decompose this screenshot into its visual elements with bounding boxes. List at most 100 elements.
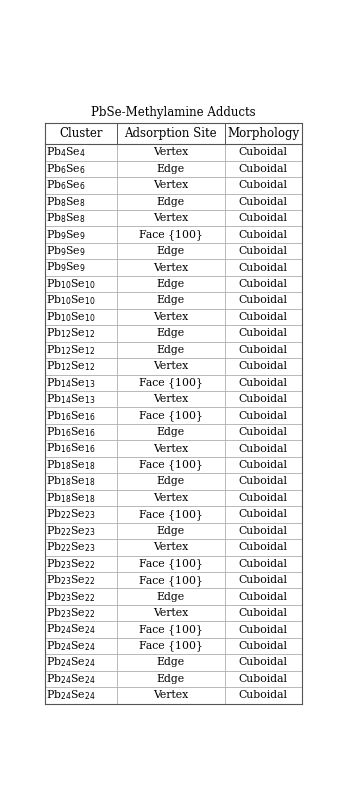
Bar bbox=[45, 160, 117, 177]
Text: Edge: Edge bbox=[156, 295, 185, 306]
Text: Pb$_{14}$Se$_{13}$: Pb$_{14}$Se$_{13}$ bbox=[46, 392, 96, 406]
Text: Cuboidal: Cuboidal bbox=[239, 476, 288, 487]
Text: Cuboidal: Cuboidal bbox=[239, 559, 288, 569]
Text: Face {100}: Face {100} bbox=[139, 575, 202, 586]
Text: Cuboidal: Cuboidal bbox=[239, 394, 288, 404]
Bar bbox=[45, 671, 117, 687]
Bar bbox=[117, 145, 224, 160]
Text: Cuboidal: Cuboidal bbox=[239, 526, 288, 536]
Text: Face {100}: Face {100} bbox=[139, 410, 202, 421]
Bar bbox=[117, 572, 224, 588]
Bar bbox=[117, 473, 224, 490]
Bar bbox=[117, 177, 224, 194]
Text: Pb$_{23}$Se$_{22}$: Pb$_{23}$Se$_{22}$ bbox=[46, 557, 95, 571]
Bar bbox=[117, 588, 224, 605]
Bar bbox=[224, 572, 301, 588]
Text: Pb$_{18}$Se$_{18}$: Pb$_{18}$Se$_{18}$ bbox=[46, 475, 96, 488]
Bar bbox=[224, 622, 301, 638]
Text: Cuboidal: Cuboidal bbox=[239, 378, 288, 387]
Bar bbox=[117, 391, 224, 407]
Bar bbox=[117, 605, 224, 622]
Bar bbox=[45, 194, 117, 210]
Bar bbox=[45, 243, 117, 260]
Text: Pb$_4$Se$_4$: Pb$_4$Se$_4$ bbox=[46, 145, 86, 160]
Bar bbox=[45, 654, 117, 671]
Bar bbox=[117, 506, 224, 522]
Text: Cuboidal: Cuboidal bbox=[239, 444, 288, 453]
Text: Cuboidal: Cuboidal bbox=[239, 345, 288, 355]
Text: Face {100}: Face {100} bbox=[139, 460, 202, 470]
Bar bbox=[117, 341, 224, 358]
Text: Vertex: Vertex bbox=[153, 263, 188, 272]
Text: Edge: Edge bbox=[156, 279, 185, 289]
Bar bbox=[224, 407, 301, 424]
Text: Pb$_{23}$Se$_{22}$: Pb$_{23}$Se$_{22}$ bbox=[46, 590, 95, 603]
Text: Vertex: Vertex bbox=[153, 542, 188, 553]
Text: Pb$_6$Se$_6$: Pb$_6$Se$_6$ bbox=[46, 162, 86, 175]
Text: Cuboidal: Cuboidal bbox=[239, 295, 288, 306]
Text: Pb$_{12}$Se$_{12}$: Pb$_{12}$Se$_{12}$ bbox=[46, 360, 95, 373]
Bar bbox=[117, 654, 224, 671]
Bar bbox=[45, 424, 117, 441]
Text: Cuboidal: Cuboidal bbox=[239, 542, 288, 553]
Text: Edge: Edge bbox=[156, 476, 185, 487]
Text: Edge: Edge bbox=[156, 164, 185, 174]
Text: Cuboidal: Cuboidal bbox=[239, 263, 288, 272]
Text: Cuboidal: Cuboidal bbox=[239, 361, 288, 372]
Text: Pb$_{22}$Se$_{23}$: Pb$_{22}$Se$_{23}$ bbox=[46, 507, 96, 522]
Bar bbox=[45, 123, 117, 145]
Bar bbox=[45, 638, 117, 654]
Bar bbox=[224, 326, 301, 341]
Text: Cuboidal: Cuboidal bbox=[239, 690, 288, 700]
Text: Pb$_{10}$Se$_{10}$: Pb$_{10}$Se$_{10}$ bbox=[46, 277, 96, 291]
Bar bbox=[45, 539, 117, 556]
Bar bbox=[45, 226, 117, 243]
Text: Pb$_{16}$Se$_{16}$: Pb$_{16}$Se$_{16}$ bbox=[46, 409, 96, 422]
Bar bbox=[45, 341, 117, 358]
Bar bbox=[117, 292, 224, 309]
Bar bbox=[224, 123, 301, 145]
Text: Pb$_8$Se$_8$: Pb$_8$Se$_8$ bbox=[46, 195, 86, 209]
Bar bbox=[117, 441, 224, 457]
Bar bbox=[117, 276, 224, 292]
Bar bbox=[45, 490, 117, 506]
Text: Pb$_9$Se$_9$: Pb$_9$Se$_9$ bbox=[46, 260, 86, 275]
Bar bbox=[224, 145, 301, 160]
Text: PbSe-Methylamine Adducts: PbSe-Methylamine Adducts bbox=[91, 106, 256, 118]
Bar bbox=[45, 588, 117, 605]
Bar bbox=[224, 358, 301, 375]
Text: Cuboidal: Cuboidal bbox=[239, 164, 288, 174]
Text: Edge: Edge bbox=[156, 345, 185, 355]
Bar bbox=[224, 177, 301, 194]
Text: Cuboidal: Cuboidal bbox=[239, 229, 288, 240]
Text: Vertex: Vertex bbox=[153, 180, 188, 191]
Bar bbox=[45, 506, 117, 522]
Text: Pb$_{14}$Se$_{13}$: Pb$_{14}$Se$_{13}$ bbox=[46, 376, 96, 390]
Text: Pb$_6$Se$_6$: Pb$_6$Se$_6$ bbox=[46, 179, 86, 192]
Bar bbox=[117, 671, 224, 687]
Text: Face {100}: Face {100} bbox=[139, 558, 202, 569]
Bar bbox=[45, 358, 117, 375]
Text: Vertex: Vertex bbox=[153, 148, 188, 157]
Text: Face {100}: Face {100} bbox=[139, 229, 202, 240]
Bar bbox=[224, 391, 301, 407]
Text: Morphology: Morphology bbox=[227, 127, 299, 140]
Bar bbox=[117, 539, 224, 556]
Bar bbox=[224, 292, 301, 309]
Bar bbox=[45, 375, 117, 391]
Bar bbox=[117, 457, 224, 473]
Text: Cluster: Cluster bbox=[59, 127, 102, 140]
Bar bbox=[45, 145, 117, 160]
Bar bbox=[117, 160, 224, 177]
Bar bbox=[224, 210, 301, 226]
Text: Pb$_{16}$Se$_{16}$: Pb$_{16}$Se$_{16}$ bbox=[46, 441, 96, 456]
Bar bbox=[224, 194, 301, 210]
Bar bbox=[117, 638, 224, 654]
Text: Pb$_{12}$Se$_{12}$: Pb$_{12}$Se$_{12}$ bbox=[46, 326, 95, 341]
Bar bbox=[224, 243, 301, 260]
Bar bbox=[45, 457, 117, 473]
Text: Pb$_{24}$Se$_{24}$: Pb$_{24}$Se$_{24}$ bbox=[46, 639, 96, 653]
Bar bbox=[45, 687, 117, 703]
Bar bbox=[45, 407, 117, 424]
Text: Face {100}: Face {100} bbox=[139, 641, 202, 651]
